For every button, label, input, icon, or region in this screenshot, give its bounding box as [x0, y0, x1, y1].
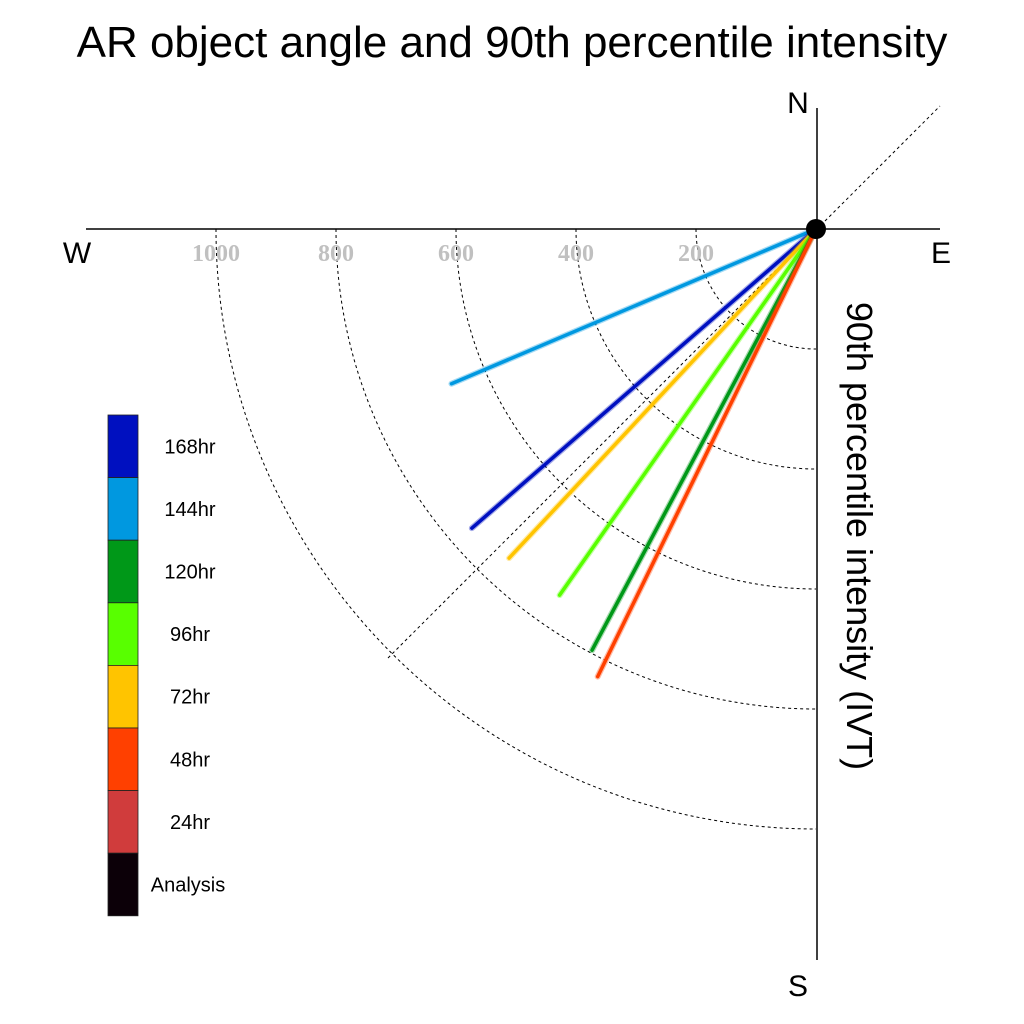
- legend-label: 120hr: [164, 562, 215, 584]
- series-vector-96hr: [556, 226, 819, 599]
- radial-tick-label: 400: [558, 241, 594, 267]
- reference-diagonal: [387, 105, 941, 659]
- legend-swatch: [107, 852, 139, 917]
- series-vectors: [448, 226, 819, 680]
- legend: 168hr 144hr 120hr 96hr 72hr 48hr 24hr Analysis: [107, 414, 225, 917]
- series-vector-line: [595, 227, 818, 679]
- legend-label: 168hr: [164, 436, 215, 458]
- series-vector-48hr: [594, 226, 819, 680]
- legend-label: 96hr: [170, 624, 210, 646]
- compass-north: N: [787, 87, 809, 120]
- compass-south: S: [788, 970, 808, 1003]
- radial-tick-label: 200: [678, 241, 714, 267]
- legend-label: 144hr: [164, 499, 215, 521]
- legend-swatch: [107, 539, 139, 604]
- legend-label: 24hr: [170, 812, 210, 834]
- series-vector-line: [449, 227, 818, 386]
- grid-ring-600: [455, 228, 817, 590]
- chart-title: AR object angle and 90th percentile inte…: [77, 18, 948, 67]
- legend-label: Analysis: [151, 875, 225, 897]
- radial-tick-label: 800: [318, 241, 354, 267]
- legend-swatch: [107, 602, 139, 666]
- grid-rings: [215, 228, 817, 830]
- legend-label: 72hr: [170, 687, 210, 709]
- legend-swatch: [107, 665, 139, 729]
- series-vector-72hr: [506, 226, 819, 562]
- legend-swatch: [107, 414, 139, 478]
- series-vector-120hr: [589, 226, 819, 654]
- radial-tick-labels: 200 400 600 800 1000: [192, 241, 714, 267]
- legend-swatch: [107, 790, 139, 854]
- legend-label: 48hr: [170, 749, 210, 771]
- origin-marker: [806, 219, 826, 239]
- compass-west: W: [63, 237, 92, 270]
- series-vector-168hr: [468, 226, 819, 532]
- series-vector-line: [507, 227, 818, 560]
- series-vector-line: [590, 227, 818, 652]
- grid-ring-400: [575, 228, 817, 470]
- series-vector-144hr: [448, 226, 819, 387]
- grid-ring-1000: [215, 228, 817, 830]
- legend-swatch: [107, 727, 139, 791]
- radial-tick-label: 1000: [192, 241, 240, 267]
- series-vector-line: [470, 227, 818, 530]
- series-vector-line: [557, 227, 818, 597]
- legend-swatch: [107, 477, 139, 541]
- y-axis-label: 90th percentile intensity (IVT): [839, 302, 880, 770]
- grid-ring-800: [335, 228, 817, 710]
- radial-tick-label: 600: [438, 241, 474, 267]
- grid-ring-200: [695, 228, 817, 350]
- compass-east: E: [931, 237, 951, 270]
